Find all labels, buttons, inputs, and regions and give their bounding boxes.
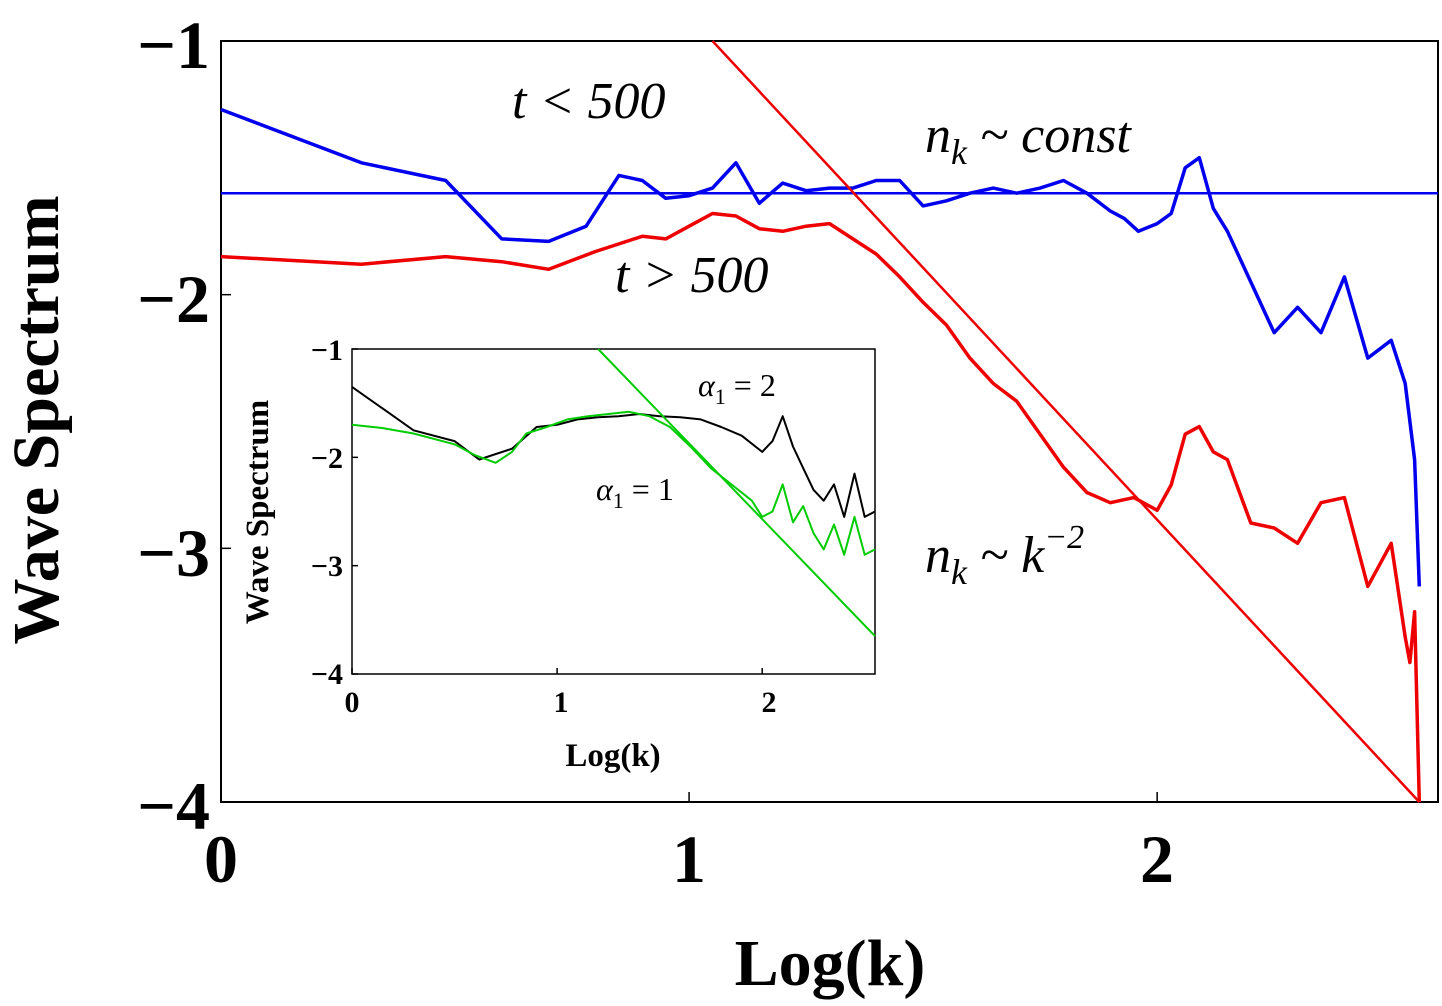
inset-xtick-label: 2 xyxy=(762,686,777,719)
annotation-nk-const-sub: k xyxy=(951,132,968,172)
annotation-t-less-500: t < 500 xyxy=(512,73,666,130)
main-plot-frame xyxy=(220,40,1439,803)
main-series-group xyxy=(220,40,1438,803)
annotation-nk-power-sup: −2 xyxy=(1044,519,1084,556)
inset-xtick-label: 1 xyxy=(554,686,569,719)
annotation-alpha-1-rest: = 1 xyxy=(624,471,674,507)
annotation-t-greater-500: t > 500 xyxy=(615,247,769,304)
inset-y-axis-label: Wave Spectrum xyxy=(240,400,276,625)
main-xtick-label: 2 xyxy=(1140,821,1174,897)
annotation-nk-const: nk ~ const xyxy=(925,107,1132,172)
annotation-alpha-1: α1 = 1 xyxy=(596,471,674,513)
main-y-axis-label: Wave Spectrum xyxy=(0,195,73,644)
inset-xtick-label: 0 xyxy=(345,686,360,719)
inset-ticks xyxy=(351,348,763,675)
main-ytick-label: −2 xyxy=(137,261,210,337)
series-line-n-k-k-2 xyxy=(711,40,1421,803)
annotation-nk-power-sub: k xyxy=(951,552,968,592)
inset-x-axis-label: Log(k) xyxy=(565,738,660,774)
main-ytick-label: −4 xyxy=(137,768,210,844)
inset-series-group xyxy=(351,348,876,637)
main-x-axis-label: Log(k) xyxy=(735,927,926,1000)
main-ytick-label: −3 xyxy=(137,515,210,591)
annotation-nk-power-rest: ~ k xyxy=(967,527,1045,584)
inset-ytick-label: −4 xyxy=(311,658,343,691)
inset-plot-frame xyxy=(351,348,876,675)
main-xtick-label: 0 xyxy=(204,821,238,897)
inset-ytick-label: −1 xyxy=(311,334,343,367)
annotation-alpha-2-symbol: α xyxy=(698,367,716,403)
annotation-nk-const-n: n xyxy=(925,107,951,164)
inset-ytick-label: −2 xyxy=(311,442,343,475)
main-ticks xyxy=(220,40,1158,803)
series-line--1-2 xyxy=(351,386,876,518)
annotation-alpha-1-symbol: α xyxy=(596,471,614,507)
series-line-t-500 xyxy=(220,107,1422,587)
series-line-slope-line xyxy=(597,348,876,637)
annotation-nk-power-n: n xyxy=(925,527,951,584)
annotation-alpha-2-rest: = 2 xyxy=(726,367,776,403)
inset-ytick-label: −3 xyxy=(311,550,343,583)
annotation-alpha-2: α1 = 2 xyxy=(698,367,776,409)
series-line--1-1 xyxy=(351,410,876,556)
series-line-t-500 xyxy=(220,211,1422,803)
annotation-alpha-1-sub: 1 xyxy=(613,488,624,513)
annotation-alpha-2-sub: 1 xyxy=(715,384,726,409)
main-ytick-label: −1 xyxy=(137,7,210,83)
main-xtick-label: 1 xyxy=(672,821,706,897)
annotation-nk-const-rest: ~ const xyxy=(967,107,1132,164)
annotation-nk-power: nk ~ k−2 xyxy=(925,519,1084,592)
